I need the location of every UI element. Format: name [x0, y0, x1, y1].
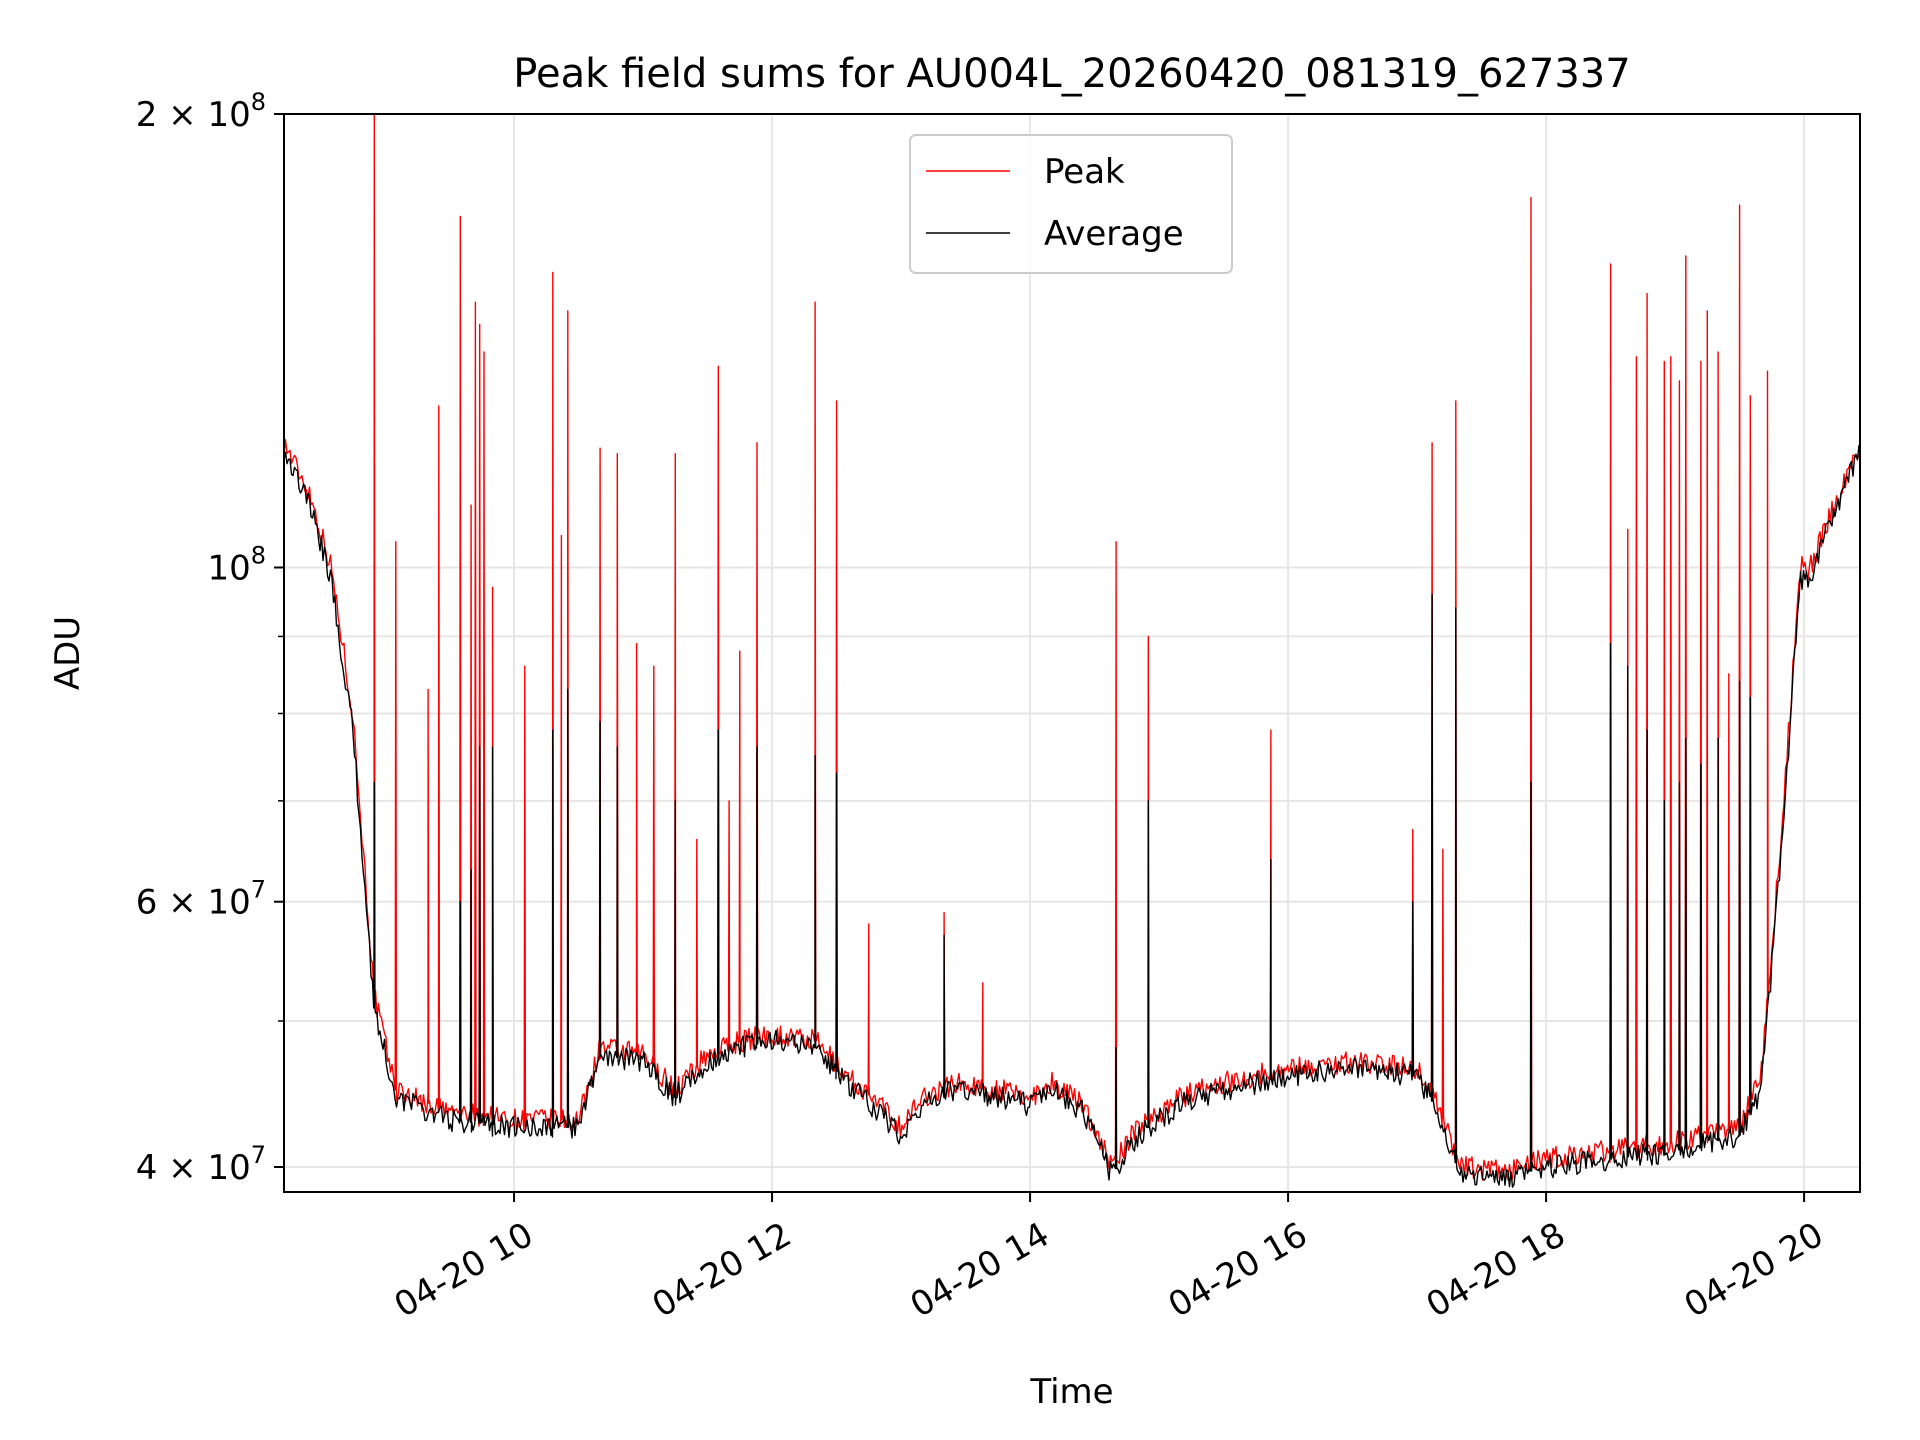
y-tick-mantissa: 6: [136, 883, 158, 923]
series-line-peak: [284, 114, 1860, 1181]
y-tick-base: 10: [207, 548, 250, 588]
series-group: [284, 114, 1860, 1188]
y-tick-exponent: 8: [251, 541, 266, 569]
legend: Peak Average: [909, 134, 1233, 274]
y-tick-base: 10: [207, 883, 250, 923]
y-tick-mantissa: 2: [136, 95, 158, 135]
y-tick-times: ×: [157, 95, 207, 135]
y-tick-label: 108: [207, 541, 266, 588]
y-tick-label: 2 × 108: [136, 88, 266, 135]
y-tick-base: 10: [207, 95, 250, 135]
y-tick-times: ×: [157, 883, 207, 923]
series-line-average: [284, 444, 1860, 1188]
chart-title: Peak field sums for AU004L_20260420_0813…: [513, 51, 1630, 97]
y-tick-exponent: 8: [251, 88, 266, 116]
legend-label-peak: Peak: [1044, 152, 1125, 192]
y-tick-mantissa: 4: [136, 1148, 158, 1188]
y-tick-exponent: 7: [251, 876, 266, 904]
y-tick-label: 6 × 107: [136, 876, 266, 923]
y-tick-exponent: 7: [251, 1141, 266, 1169]
y-axis-label: ADU: [48, 616, 88, 690]
x-axis-label: Time: [1029, 1372, 1113, 1412]
plot-frame: [283, 113, 1861, 1193]
legend-box: [909, 134, 1233, 274]
y-tick-base: 10: [207, 1148, 250, 1188]
legend-label-average: Average: [1044, 214, 1184, 254]
y-tick-label: 4 × 107: [136, 1141, 266, 1188]
y-tick-times: ×: [157, 1148, 207, 1188]
